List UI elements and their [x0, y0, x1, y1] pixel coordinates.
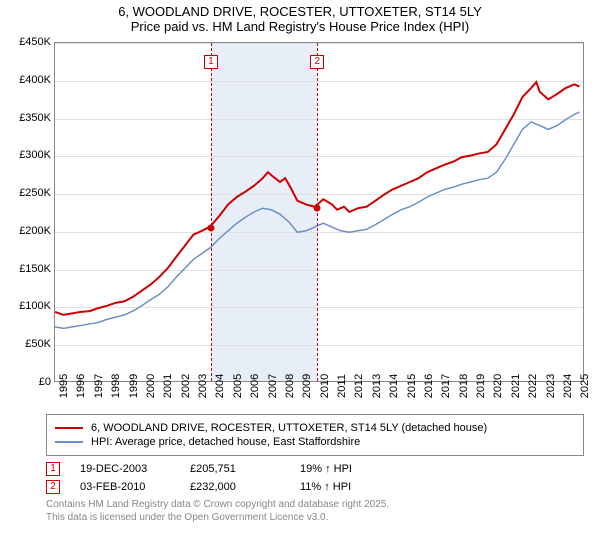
chart-area: 12 £0£50K£100K£150K£200K£250K£300K£350K£…	[12, 38, 588, 408]
transaction-delta: 19% ↑ HPI	[300, 463, 390, 475]
y-tick-label: £0	[11, 376, 51, 388]
plot: 12	[54, 42, 584, 382]
legend: 6, WOODLAND DRIVE, ROCESTER, UTTOXETER, …	[46, 414, 584, 456]
transaction-delta: 11% ↑ HPI	[300, 481, 390, 493]
transaction-price: £205,751	[190, 463, 280, 475]
dashed-line	[317, 43, 318, 381]
y-tick-label: £350K	[11, 112, 51, 124]
y-tick-label: £50K	[11, 338, 51, 350]
price-dot	[314, 204, 321, 211]
legend-label: HPI: Average price, detached house, East…	[91, 436, 360, 448]
legend-swatch	[55, 441, 83, 443]
legend-label: 6, WOODLAND DRIVE, ROCESTER, UTTOXETER, …	[91, 422, 487, 434]
transaction-date: 03-FEB-2010	[80, 481, 170, 493]
price-dot	[207, 224, 214, 231]
chart-title: 6, WOODLAND DRIVE, ROCESTER, UTTOXETER, …	[4, 4, 596, 19]
legend-row: HPI: Average price, detached house, East…	[55, 436, 575, 448]
root: 6, WOODLAND DRIVE, ROCESTER, UTTOXETER, …	[0, 0, 600, 528]
y-tick-label: £150K	[11, 263, 51, 275]
transaction-row: 2 03-FEB-2010 £232,000 11% ↑ HPI	[46, 480, 584, 494]
dashed-line	[211, 43, 212, 381]
footer-line2: This data is licensed under the Open Gov…	[46, 511, 584, 524]
legend-swatch	[55, 427, 83, 429]
y-tick-label: £300K	[11, 149, 51, 161]
transaction-row: 1 19-DEC-2003 £205,751 19% ↑ HPI	[46, 462, 584, 476]
y-tick-label: £100K	[11, 300, 51, 312]
y-tick-label: £250K	[11, 187, 51, 199]
line-layer	[55, 43, 583, 381]
chart-subtitle: Price paid vs. HM Land Registry's House …	[4, 19, 596, 34]
transaction-marker: 2	[46, 480, 60, 494]
y-tick-label: £400K	[11, 74, 51, 86]
footer-line1: Contains HM Land Registry data © Crown c…	[46, 498, 584, 511]
x-tick-label: 2025	[579, 374, 600, 398]
marker-1: 1	[204, 55, 218, 69]
y-tick-label: £450K	[11, 36, 51, 48]
transaction-price: £232,000	[190, 481, 280, 493]
footer: Contains HM Land Registry data © Crown c…	[46, 498, 584, 524]
y-tick-label: £200K	[11, 225, 51, 237]
marker-2: 2	[310, 55, 324, 69]
transaction-marker: 1	[46, 462, 60, 476]
transaction-table: 1 19-DEC-2003 £205,751 19% ↑ HPI 2 03-FEB-201…	[46, 462, 584, 494]
legend-row: 6, WOODLAND DRIVE, ROCESTER, UTTOXETER, …	[55, 422, 575, 434]
transaction-date: 19-DEC-2003	[80, 463, 170, 475]
